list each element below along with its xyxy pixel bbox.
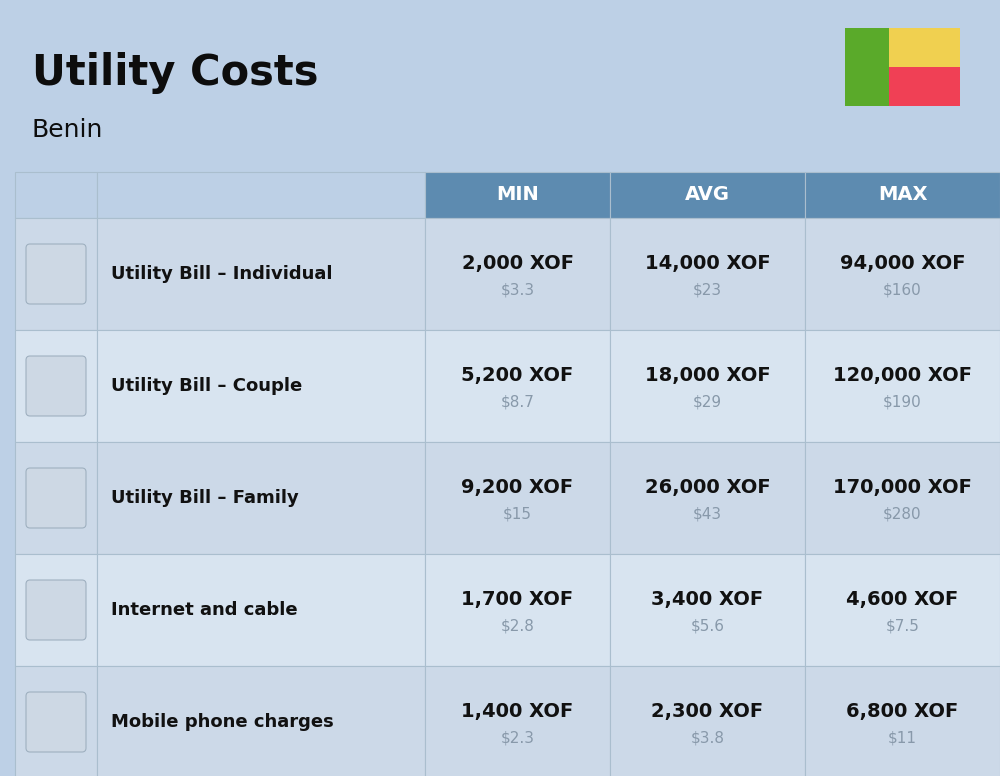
Bar [610,666,805,776]
Bar [15,218,97,330]
Text: $15: $15 [503,507,532,521]
Text: $3.3: $3.3 [500,282,535,297]
Bar [97,218,425,330]
Bar [15,172,97,218]
Bar [425,330,610,442]
Bar [425,554,610,666]
Text: $11: $11 [888,730,917,746]
Bar [425,442,610,554]
Text: Utility Bill – Couple: Utility Bill – Couple [111,377,302,395]
Text: 14,000 XOF: 14,000 XOF [645,254,770,272]
Bar [805,554,1000,666]
Text: Benin: Benin [32,118,103,142]
Text: 6,800 XOF: 6,800 XOF [846,702,959,720]
Bar [805,218,1000,330]
Bar [889,28,960,67]
Bar [97,330,425,442]
Text: 3,400 XOF: 3,400 XOF [651,590,764,608]
Text: $29: $29 [693,394,722,410]
Bar [845,28,889,106]
Text: $2.8: $2.8 [501,618,534,633]
Text: $43: $43 [693,507,722,521]
Bar [805,442,1000,554]
Bar [425,666,610,776]
Bar [610,554,805,666]
Text: 5,200 XOF: 5,200 XOF [461,365,574,384]
Bar [610,330,805,442]
Bar [805,666,1000,776]
Text: 1,700 XOF: 1,700 XOF [461,590,574,608]
Text: Utility Bill – Family: Utility Bill – Family [111,489,299,507]
FancyBboxPatch shape [26,580,86,640]
Text: $5.6: $5.6 [690,618,724,633]
Bar [610,442,805,554]
Bar [610,218,805,330]
Text: 26,000 XOF: 26,000 XOF [645,477,770,497]
Text: $160: $160 [883,282,922,297]
Text: Utility Bill – Individual: Utility Bill – Individual [111,265,332,283]
Bar [15,442,97,554]
Bar [610,172,805,218]
Text: AVG: AVG [685,185,730,205]
Text: Mobile phone charges: Mobile phone charges [111,713,334,731]
Text: 18,000 XOF: 18,000 XOF [645,365,770,384]
Bar [97,666,425,776]
Bar [97,554,425,666]
Text: 94,000 XOF: 94,000 XOF [840,254,965,272]
Text: 2,300 XOF: 2,300 XOF [651,702,764,720]
Bar [805,330,1000,442]
Text: Internet and cable: Internet and cable [111,601,298,619]
Text: $8.7: $8.7 [501,394,534,410]
Bar [425,172,610,218]
Text: $3.8: $3.8 [690,730,724,746]
Text: $7.5: $7.5 [886,618,919,633]
Text: $280: $280 [883,507,922,521]
Bar [15,554,97,666]
Text: 1,400 XOF: 1,400 XOF [461,702,574,720]
Text: $2.3: $2.3 [501,730,534,746]
Text: Utility Costs: Utility Costs [32,52,318,94]
FancyBboxPatch shape [26,356,86,416]
Bar [15,330,97,442]
Text: MIN: MIN [496,185,539,205]
Text: $190: $190 [883,394,922,410]
Text: 2,000 XOF: 2,000 XOF [462,254,574,272]
Text: 9,200 XOF: 9,200 XOF [461,477,574,497]
Bar [97,172,425,218]
Text: 170,000 XOF: 170,000 XOF [833,477,972,497]
Bar [15,666,97,776]
Bar [889,67,960,106]
FancyBboxPatch shape [26,244,86,304]
FancyBboxPatch shape [26,692,86,752]
FancyBboxPatch shape [26,468,86,528]
Text: 120,000 XOF: 120,000 XOF [833,365,972,384]
Bar [97,442,425,554]
Text: 4,600 XOF: 4,600 XOF [846,590,959,608]
Bar [425,218,610,330]
Bar [805,172,1000,218]
Text: $23: $23 [693,282,722,297]
Text: MAX: MAX [878,185,927,205]
